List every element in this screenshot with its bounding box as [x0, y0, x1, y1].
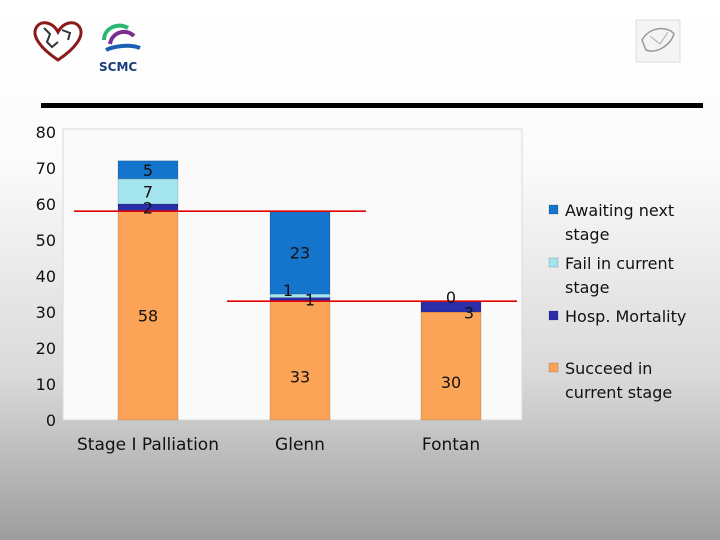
legend-swatch-mortality	[548, 310, 559, 321]
legend-label: Succeed in	[565, 359, 652, 378]
heart-globe-logo-icon	[33, 21, 83, 62]
category-label: Stage I Palliation	[77, 435, 219, 455]
bar-segment-succeed	[420, 311, 482, 421]
y-tick-label: 60	[36, 195, 56, 214]
scmc-logo-text: SCMC	[99, 60, 137, 74]
hospital-emblem-icon	[635, 19, 681, 63]
y-tick-label: 20	[36, 339, 56, 358]
data-label: 0	[446, 288, 456, 307]
bar-segment-awaiting	[117, 160, 179, 180]
y-tick-label: 10	[36, 375, 56, 394]
data-label: 2	[143, 199, 153, 218]
data-label: 23	[290, 244, 310, 263]
category-label: Glenn	[275, 435, 325, 455]
legend-label: Fail in current	[565, 254, 674, 273]
legend: Awaiting next stage Fail in current stage Ho…	[548, 201, 686, 402]
legend-label: Hosp. Mortality	[565, 307, 686, 326]
bar-segment-succeed	[269, 300, 331, 421]
legend-label: current stage	[565, 383, 672, 402]
header-logos: SCMC	[33, 19, 681, 74]
y-tick-label: 30	[36, 303, 56, 322]
category-labels: Stage I Palliation Glenn Fontan	[77, 435, 480, 455]
bar-segment-fail	[117, 178, 179, 205]
legend-swatch-fail	[548, 257, 559, 268]
bar-segment-fail	[269, 293, 331, 298]
data-label: 1	[305, 290, 315, 309]
y-axis-ticks: 0 10 20 30 40 50 60 70 80	[36, 123, 56, 430]
data-label: 33	[290, 368, 310, 387]
data-labels: 58 27 5 33 11 23 30 30	[138, 161, 474, 392]
y-tick-label: 0	[46, 411, 56, 430]
y-tick-label: 70	[36, 159, 56, 178]
reference-lines	[74, 210, 517, 302]
legend-label: stage	[565, 278, 609, 297]
category-label: Fontan	[422, 435, 480, 455]
header-divider	[41, 103, 703, 108]
scmc-logo-icon: SCMC	[99, 23, 141, 74]
data-label: 1	[283, 281, 293, 300]
y-tick-label: 50	[36, 231, 56, 250]
legend-label: stage	[565, 225, 609, 244]
y-tick-label: 40	[36, 267, 56, 286]
data-label: 3	[464, 304, 474, 323]
data-label: 30	[441, 373, 461, 392]
y-tick-label: 80	[36, 123, 56, 142]
legend-label: Awaiting next	[565, 201, 674, 220]
legend-swatch-awaiting	[548, 204, 559, 215]
data-label: 58	[138, 307, 158, 326]
data-label: 5	[143, 161, 153, 180]
data-label: 7	[143, 182, 153, 201]
legend-swatch-succeed	[548, 362, 559, 373]
